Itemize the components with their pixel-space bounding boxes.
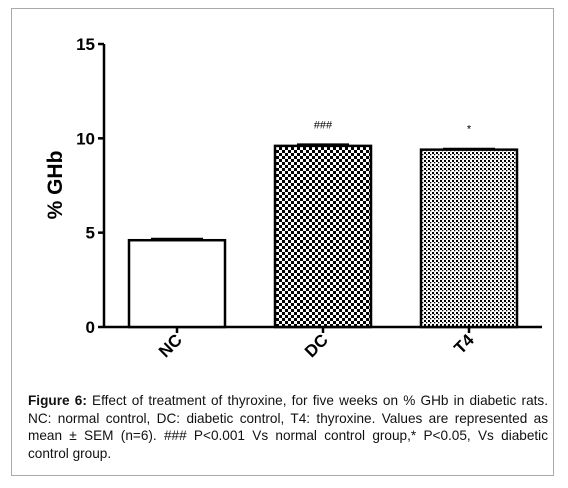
caption-label: Figure 6: xyxy=(28,393,87,408)
figure-caption: Figure 6: Effect of treatment of thyroxi… xyxy=(28,392,548,462)
bars xyxy=(127,143,519,329)
caption-text: Effect of treatment of thyroxine, for fi… xyxy=(28,393,548,461)
y-tick-label: 10 xyxy=(76,129,95,148)
x-tick-label: DC xyxy=(301,330,332,361)
figure-frame xyxy=(11,8,554,476)
y-tick-label: 0 xyxy=(86,318,95,337)
significance-marker: * xyxy=(467,124,472,136)
bar-nc xyxy=(127,238,227,329)
x-tick-label: NC xyxy=(155,330,186,361)
bar-t4 xyxy=(419,148,519,329)
bar-chart: % GHb 0 5 10 15 NC DC ### T4 * xyxy=(44,35,542,361)
significance-marker: ### xyxy=(314,119,333,131)
y-axis-label: % GHb xyxy=(44,151,67,220)
x-tick-label: T4 xyxy=(450,330,478,358)
bar-dc xyxy=(273,144,373,329)
y-tick-label: 15 xyxy=(76,35,95,54)
y-tick-label: 5 xyxy=(86,224,95,243)
